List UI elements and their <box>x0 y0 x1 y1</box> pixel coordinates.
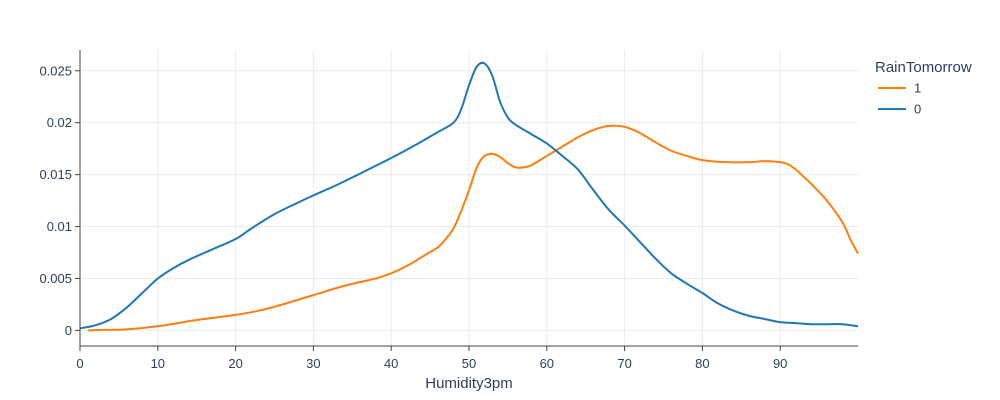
x-tick-label: 80 <box>695 356 709 371</box>
y-axis-ticks: 0 0.005 0.01 0.015 0.02 0.025 <box>39 63 80 338</box>
series-line-1 <box>87 124 859 332</box>
y-tick-label: 0.01 <box>47 219 72 234</box>
plot-lines <box>79 61 859 332</box>
x-tick-label: 60 <box>540 356 554 371</box>
x-tick-label: 10 <box>151 356 165 371</box>
x-gridlines <box>79 50 781 346</box>
legend-label: 1 <box>914 81 921 96</box>
y-tick-label: 0.025 <box>39 63 72 78</box>
x-tick-label: 90 <box>773 356 787 371</box>
x-tick-label: 50 <box>462 356 476 371</box>
legend-title: RainTomorrow <box>875 59 972 76</box>
legend-item-0[interactable]: 0 <box>878 102 921 117</box>
legend-item-1[interactable]: 1 <box>878 81 921 96</box>
series-line-0 <box>79 61 859 330</box>
x-tick-label: 30 <box>306 356 320 371</box>
x-axis-title: Humidity3pm <box>425 375 513 392</box>
legend-label: 0 <box>914 102 921 117</box>
x-axis-ticks: 0 10 20 30 40 50 60 70 80 90 <box>76 346 787 371</box>
x-tick-label: 70 <box>617 356 631 371</box>
legend: RainTomorrow 1 0 <box>875 59 972 117</box>
x-tick-label: 0 <box>76 356 83 371</box>
x-tick-label: 40 <box>384 356 398 371</box>
y-tick-label: 0 <box>65 323 72 338</box>
y-tick-label: 0.015 <box>39 167 72 182</box>
y-tick-label: 0.02 <box>47 115 72 130</box>
x-tick-label: 20 <box>228 356 242 371</box>
y-gridlines <box>80 70 858 331</box>
y-tick-label: 0.005 <box>39 271 72 286</box>
